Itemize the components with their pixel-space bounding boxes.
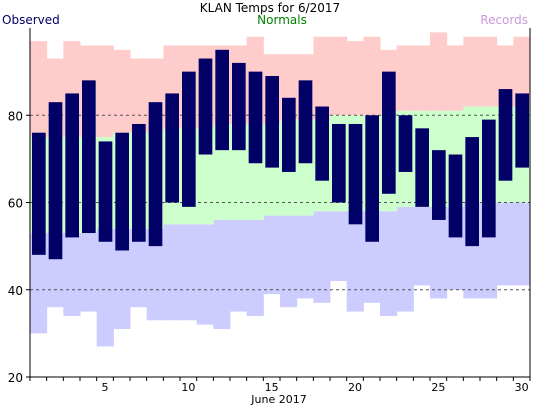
record-high-band bbox=[113, 49, 131, 133]
record-low-band bbox=[380, 211, 398, 316]
record-low-band bbox=[296, 215, 314, 299]
y-tick-label: 20 bbox=[8, 371, 23, 385]
record-high-band bbox=[346, 41, 364, 116]
observed-bar bbox=[215, 49, 229, 151]
observed-bar bbox=[465, 137, 479, 247]
record-high-band bbox=[480, 36, 498, 107]
record-low-band bbox=[213, 219, 231, 330]
observed-bar bbox=[332, 123, 346, 203]
record-high-band bbox=[446, 45, 464, 111]
legend-normals: Normals bbox=[257, 13, 307, 27]
record-high-band bbox=[396, 45, 414, 111]
observed-bar bbox=[198, 58, 213, 155]
observed-bar bbox=[132, 123, 146, 242]
observed-bar bbox=[315, 106, 329, 181]
chart-title: KLAN Temps for 6/2017 bbox=[200, 1, 340, 15]
observed-bar bbox=[382, 71, 396, 194]
observed-bar bbox=[115, 132, 129, 251]
observed-bar bbox=[448, 154, 463, 238]
record-high-band bbox=[96, 45, 114, 138]
observed-bar bbox=[165, 93, 179, 203]
legend-observed: Observed bbox=[2, 13, 60, 27]
record-low-band bbox=[513, 202, 531, 286]
record-low-band bbox=[430, 206, 448, 299]
axes-layer: 20 40 60 80 5 10 15 20 25 30 bbox=[8, 28, 531, 394]
record-high-band bbox=[413, 45, 431, 111]
observed-bar bbox=[298, 80, 313, 164]
y-tick-label: 40 bbox=[8, 284, 23, 298]
record-low-band bbox=[280, 215, 298, 308]
record-low-band bbox=[496, 202, 514, 286]
x-axis-label: June 2017 bbox=[250, 393, 306, 406]
gridlines-layer bbox=[30, 114, 530, 291]
record-low-band bbox=[180, 224, 198, 321]
observed-layer bbox=[32, 49, 529, 260]
observed-bar bbox=[515, 93, 529, 168]
observed-bar bbox=[498, 89, 513, 181]
record-low-band bbox=[146, 228, 164, 321]
x-tick-label: 10 bbox=[181, 381, 195, 394]
observed-bar bbox=[265, 75, 279, 168]
observed-bar bbox=[348, 123, 363, 225]
record-low-band bbox=[346, 211, 364, 312]
observed-bar bbox=[32, 132, 46, 255]
observed-bar bbox=[248, 71, 263, 164]
x-tick-label: 15 bbox=[265, 381, 279, 394]
observed-bar bbox=[398, 115, 413, 172]
record-low-band bbox=[230, 219, 248, 312]
x-tick-label: 25 bbox=[431, 381, 445, 394]
record-high-band bbox=[463, 36, 481, 107]
observed-bar bbox=[432, 150, 446, 220]
x-tick-label: 20 bbox=[348, 381, 362, 394]
record-high-band bbox=[30, 41, 48, 138]
record-low-band bbox=[196, 224, 214, 325]
record-high-band bbox=[513, 36, 531, 107]
observed-bar bbox=[482, 119, 496, 238]
record-high-band bbox=[363, 36, 381, 116]
observed-bar bbox=[98, 141, 113, 242]
record-low-band bbox=[396, 206, 414, 312]
record-high-band bbox=[313, 36, 331, 120]
observed-bar bbox=[232, 62, 246, 151]
record-low-band bbox=[30, 233, 48, 334]
record-low-band bbox=[96, 228, 114, 347]
observed-bar bbox=[282, 97, 296, 172]
record-low-band bbox=[80, 233, 98, 312]
record-low-band bbox=[313, 211, 331, 303]
record-low-band bbox=[246, 219, 264, 316]
x-tick-label: 5 bbox=[102, 381, 109, 394]
x-tick-label: 30 bbox=[515, 381, 529, 394]
observed-bar bbox=[48, 102, 63, 260]
record-high-band bbox=[130, 58, 148, 133]
observed-bar bbox=[182, 71, 196, 207]
y-tick-label: 60 bbox=[8, 197, 23, 211]
record-low-band bbox=[130, 228, 148, 308]
observed-bar bbox=[365, 115, 379, 242]
observed-bar bbox=[148, 102, 163, 247]
record-low-band bbox=[263, 215, 281, 295]
y-tick-label: 80 bbox=[8, 109, 23, 123]
record-low-band bbox=[113, 228, 131, 330]
record-low-band bbox=[63, 233, 81, 316]
record-low-band bbox=[413, 206, 431, 286]
record-low-band bbox=[163, 224, 181, 321]
record-high-band bbox=[330, 36, 348, 116]
record-high-band bbox=[430, 32, 448, 111]
legend-records: Records bbox=[480, 13, 528, 27]
record-low-band bbox=[330, 211, 348, 282]
observed-bar bbox=[415, 128, 429, 207]
observed-bar bbox=[65, 93, 79, 238]
observed-bar bbox=[82, 80, 96, 234]
